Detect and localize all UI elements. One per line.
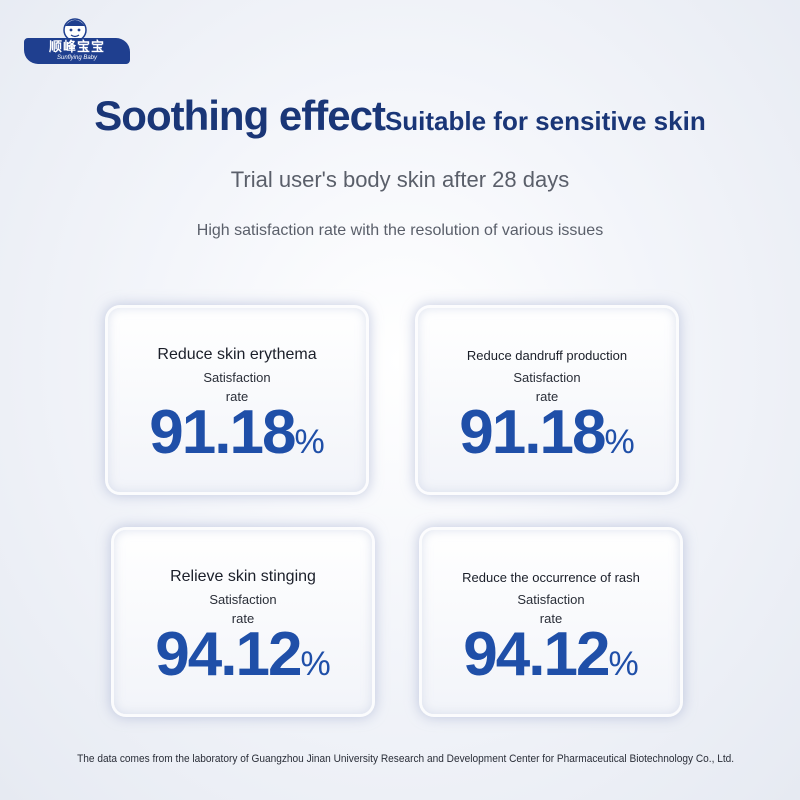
card-title: Reduce dandruff production (466, 348, 628, 363)
card-label-line-1: Satisfaction (209, 592, 277, 607)
card-title: Reduce skin erythema (157, 346, 317, 363)
card-value-number: 91.18 (459, 398, 606, 467)
card-value-unit: % (604, 423, 635, 461)
card-label-line-2: rate (539, 611, 563, 626)
logo-badge: 顺峰宝宝 Sunflying Baby (24, 38, 130, 64)
card-label-line-2: rate (231, 611, 255, 626)
card-value-unit: % (300, 645, 331, 683)
card-value-number: 94.12 (155, 620, 302, 689)
card-label: Satisfaction rate (418, 368, 676, 406)
card-label: Satisfaction rate (114, 590, 372, 628)
card-value-number: 91.18 (149, 398, 296, 467)
page-subtitle: Trial user's body skin after 28 days (230, 167, 570, 192)
card-value: 94.12% (422, 620, 680, 699)
stat-card-dandruff: Reduce dandruff production Satisfaction … (418, 308, 676, 492)
card-value-unit: % (294, 423, 325, 461)
card-value-unit: % (608, 645, 639, 683)
stat-card-rash: Reduce the occurrence of rash Satisfacti… (422, 530, 680, 714)
title-sub: Suitable for sensitive skin (384, 106, 706, 136)
stat-card-stinging: Relieve skin stinging Satisfaction rate … (114, 530, 372, 714)
stat-card-erythema: Reduce skin erythema Satisfaction rate 9… (108, 308, 366, 492)
title-main: Soothing effect (94, 92, 386, 139)
card-label: Satisfaction rate (108, 368, 366, 406)
card-title: Relieve skin stinging (170, 568, 316, 585)
logo-text-en: Sunflying Baby (56, 55, 98, 61)
card-label-line-2: rate (535, 389, 559, 404)
card-value: 91.18% (108, 398, 366, 477)
card-value-number: 94.12 (463, 620, 610, 689)
card-label: Satisfaction rate (422, 590, 680, 628)
card-title: Reduce the occurrence of rash (462, 570, 640, 585)
card-label-line-1: Satisfaction (513, 370, 581, 385)
page-title: Soothing effectSuitable for sensitive sk… (0, 92, 800, 140)
logo-text-cn: 顺峰宝宝 (48, 39, 105, 54)
card-label-line-1: Satisfaction (203, 370, 271, 385)
data-source-footnote: The data comes from the laboratory of Gu… (77, 753, 735, 765)
card-value: 94.12% (114, 620, 372, 699)
card-label-line-2: rate (225, 389, 249, 404)
card-value: 91.18% (418, 398, 676, 477)
brand-logo: 顺峰宝宝 Sunflying Baby (24, 16, 132, 66)
page-description: High satisfaction rate with the resoluti… (196, 222, 604, 239)
baby-mascot-icon (63, 18, 87, 42)
card-label-line-1: Satisfaction (517, 592, 585, 607)
